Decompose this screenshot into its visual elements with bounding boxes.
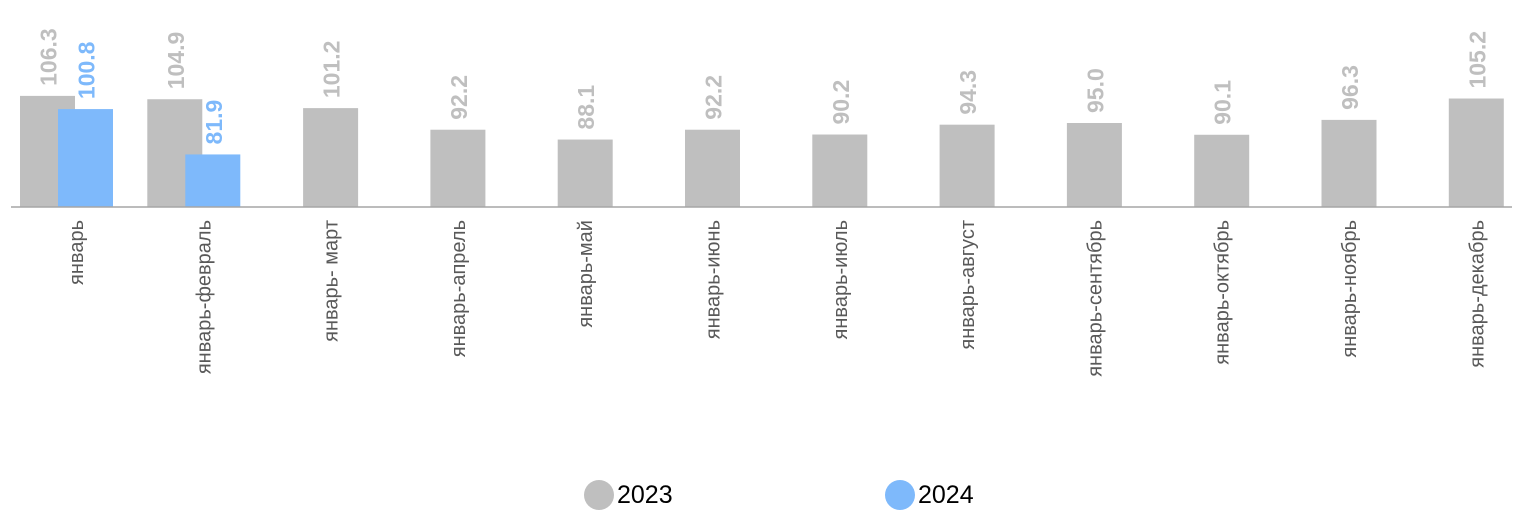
bar-2024-1 — [58, 109, 113, 207]
data-label-2023-2: 104.9 — [163, 32, 189, 90]
legend-item-2023: 2023 — [584, 480, 673, 510]
category-label-3: январь- март — [321, 220, 343, 342]
legend-label-2023: 2023 — [617, 480, 673, 509]
legend-label-2024: 2024 — [918, 480, 974, 509]
bar-2023-12 — [1448, 98, 1504, 207]
data-label-2023-4: 92.2 — [446, 75, 472, 120]
category-label-1: январь — [66, 220, 88, 285]
legend-marker-2023 — [584, 480, 614, 510]
category-label-8: январь-август — [957, 220, 979, 350]
data-label-2023-9: 95.0 — [1082, 68, 1108, 113]
chart-legend: 2023 2024 — [0, 480, 1522, 514]
legend-item-2024: 2024 — [885, 480, 974, 510]
category-label-6: январь-июнь — [703, 220, 725, 339]
data-label-2023-3: 101.2 — [319, 41, 345, 99]
data-label-2023-1: 106.3 — [36, 28, 62, 86]
category-label-4: январь-апрель — [448, 220, 470, 357]
bar-2023-4 — [430, 129, 486, 207]
data-label-2023-12: 105.2 — [1464, 31, 1490, 89]
category-label-12: январь-декабрь — [1466, 220, 1488, 368]
category-label-2: январь-февраль — [193, 220, 215, 374]
bar-2023-8 — [939, 124, 995, 207]
data-label-2024-2: 81.9 — [201, 100, 227, 145]
bar-2023-5 — [557, 139, 613, 207]
data-label-2023-6: 92.2 — [701, 75, 727, 120]
data-label-2023-11: 96.3 — [1337, 65, 1363, 110]
data-label-2023-7: 90.2 — [828, 80, 854, 125]
data-label-2023-8: 94.3 — [955, 70, 981, 115]
bar-2023-6 — [685, 129, 740, 207]
category-label-11: январь-ноябрь — [1339, 220, 1361, 358]
category-label-7: январь-июль — [830, 220, 852, 339]
bar-2023-7 — [812, 134, 868, 207]
legend-marker-2024 — [885, 480, 915, 510]
bar-2024-2 — [185, 154, 241, 207]
bar-2023-11 — [1321, 119, 1377, 207]
data-label-2024-1: 100.8 — [74, 41, 100, 99]
category-label-9: январь-сентябрь — [1084, 220, 1106, 377]
bar-2023-10 — [1194, 134, 1250, 207]
bar-2023-9 — [1066, 123, 1122, 207]
category-label-10: январь-октябрь — [1212, 220, 1234, 365]
data-label-2023-5: 88.1 — [573, 85, 599, 130]
data-label-2023-10: 90.1 — [1210, 80, 1236, 125]
bar-2023-3 — [303, 108, 359, 207]
category-label-5: январь-май — [575, 220, 597, 328]
